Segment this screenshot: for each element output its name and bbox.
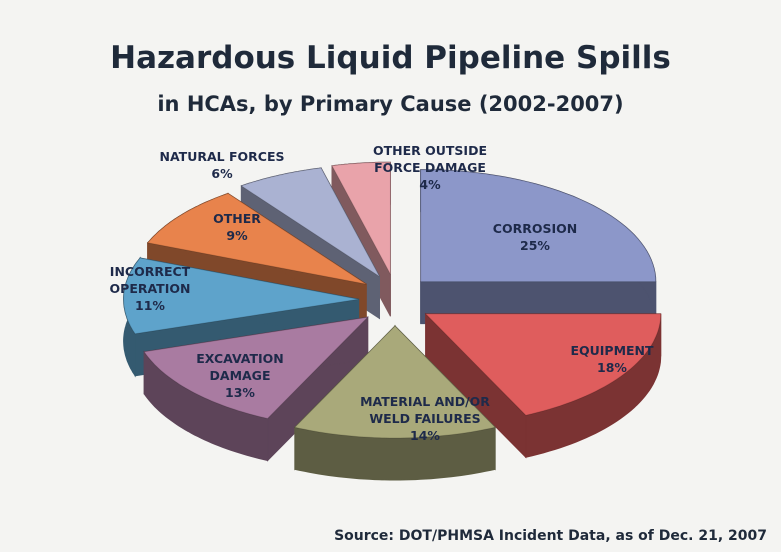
- value-label: 14%: [410, 428, 440, 443]
- slice-label: EXCAVATION DAMAGE 13%: [180, 350, 300, 401]
- slice: [123, 257, 359, 335]
- value-label: 6%: [211, 166, 233, 181]
- category-label: EXCAVATION DAMAGE: [196, 351, 284, 383]
- category-label: MATERIAL AND/OR WELD FAILURES: [360, 394, 490, 426]
- value-label: 25%: [520, 238, 550, 253]
- slice: [146, 192, 367, 285]
- value-label: 9%: [226, 228, 248, 243]
- slice: [331, 161, 391, 275]
- category-label: OTHER: [213, 211, 261, 226]
- value-label: 4%: [419, 177, 441, 192]
- slice: [420, 169, 657, 283]
- slice-label: OTHER OUTSIDE FORCE DAMAGE 4%: [355, 142, 505, 193]
- slice-label: INCORRECT OPERATION 11%: [95, 263, 205, 314]
- value-label: 18%: [597, 360, 627, 375]
- slice: [293, 325, 497, 439]
- slice-label: EQUIPMENT 18%: [537, 342, 687, 376]
- slice-label: MATERIAL AND/OR WELD FAILURES 14%: [350, 393, 500, 444]
- slice-label: CORROSION 25%: [460, 220, 610, 254]
- slice-label: NATURAL FORCES 6%: [147, 148, 297, 182]
- category-label: CORROSION: [492, 221, 578, 236]
- slice: [424, 313, 662, 416]
- category-label: INCORRECT OPERATION: [109, 264, 191, 296]
- slice: [143, 316, 370, 420]
- chart-subtitle: in HCAs, by Primary Cause (2002-2007): [157, 92, 624, 116]
- source-note: Source: DOT/PHMSA Incident Data, as of D…: [334, 528, 767, 544]
- value-label: 11%: [135, 298, 165, 313]
- category-label: OTHER OUTSIDE FORCE DAMAGE: [372, 143, 487, 175]
- category-label: EQUIPMENT: [570, 343, 654, 358]
- slice: [240, 167, 380, 277]
- slice-wall: [525, 313, 662, 458]
- chart-title: Hazardous Liquid Pipeline Spills: [110, 40, 671, 76]
- value-label: 13%: [225, 385, 255, 400]
- slice-label: OTHER 9%: [187, 210, 287, 244]
- category-label: NATURAL FORCES: [159, 149, 285, 164]
